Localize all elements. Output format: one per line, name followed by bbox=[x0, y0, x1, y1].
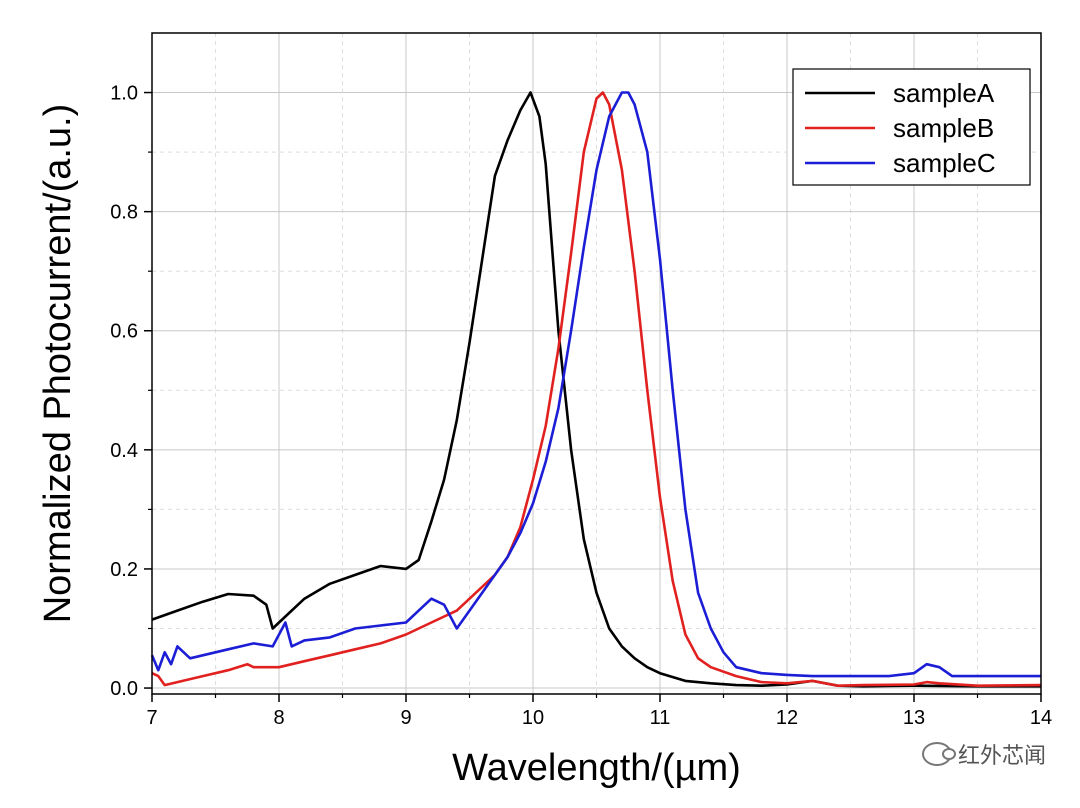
legend-label-sampleA: sampleA bbox=[893, 78, 995, 108]
y-tick-label: 0.6 bbox=[110, 321, 138, 343]
ticks bbox=[144, 91, 1042, 702]
legend-label-sampleC: sampleC bbox=[893, 148, 996, 178]
y-tick-label: 0.8 bbox=[110, 202, 138, 224]
series-layer bbox=[150, 91, 1042, 688]
y-tick-label: 0.4 bbox=[110, 440, 138, 462]
watermark: 红外芯闻 bbox=[921, 738, 1046, 770]
y-tick-label: 0.0 bbox=[110, 678, 138, 700]
x-tick-label: 10 bbox=[522, 707, 544, 729]
x-axis-label: Wavelength/(µm) bbox=[452, 747, 741, 789]
x-tick-label: 12 bbox=[776, 707, 798, 729]
series-line-sampleA bbox=[151, 91, 1041, 688]
x-tick-label: 8 bbox=[273, 707, 284, 729]
x-tick-label: 7 bbox=[146, 707, 157, 729]
x-tick-label: 9 bbox=[400, 707, 411, 729]
y-axis-label: Normalized Photocurrent/(a.u.) bbox=[37, 104, 79, 624]
series-line-sampleC bbox=[150, 91, 1041, 678]
series-line-sampleB bbox=[151, 91, 1042, 688]
wechat-icon bbox=[921, 742, 956, 766]
tick-labels: 7 8 9 10 11 12 13 14 0.0 0.2 0.4 0.6 0.8 1.0 bbox=[110, 83, 1052, 729]
legend-label-sampleB: sampleB bbox=[893, 113, 994, 143]
legend: sampleA sampleB sampleC bbox=[792, 68, 1031, 186]
y-tick-label: 0.2 bbox=[110, 559, 138, 581]
x-tick-label: 14 bbox=[1030, 707, 1052, 729]
x-tick-label: 13 bbox=[903, 707, 925, 729]
y-tick-label: 1.0 bbox=[110, 83, 138, 105]
watermark-text: 红外芯闻 bbox=[957, 744, 1046, 769]
x-tick-label: 11 bbox=[650, 707, 671, 729]
